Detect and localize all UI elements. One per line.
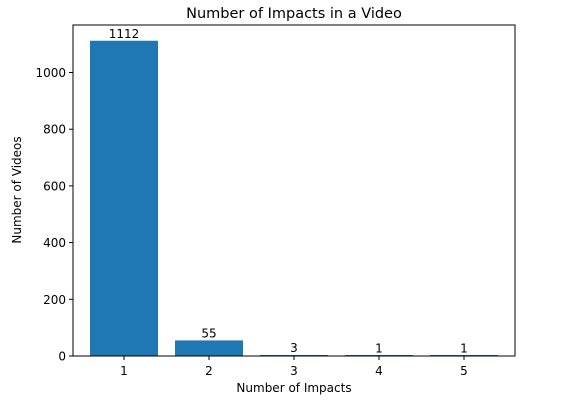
y-tick-label: 200: [43, 293, 66, 307]
y-tick-label: 1000: [35, 66, 66, 80]
x-tick-label: 4: [375, 364, 383, 378]
y-tick-label: 600: [43, 179, 66, 193]
bar-2: [175, 340, 243, 356]
x-tick-label: 5: [460, 364, 468, 378]
bar-value-label: 55: [201, 326, 216, 340]
y-axis-label: Number of Videos: [10, 136, 24, 243]
bar-1: [90, 40, 158, 357]
bars-group: [90, 40, 498, 357]
x-tick-label: 1: [120, 364, 128, 378]
bar-value-label: 3: [290, 341, 298, 355]
bar-value-label: 1112: [109, 27, 140, 41]
x-axis-ticks: 1 2 3 4 5: [120, 356, 468, 378]
bar-value-label: 1: [460, 342, 468, 356]
x-tick-label: 3: [290, 364, 298, 378]
y-tick-label: 800: [43, 123, 66, 137]
x-axis-label: Number of Impacts: [236, 381, 351, 395]
bar-value-label: 1: [375, 342, 383, 356]
y-axis-ticks: 0 200 400 600 800 1000: [35, 66, 73, 364]
chart-title: Number of Impacts in a Video: [186, 6, 402, 22]
y-tick-label: 400: [43, 236, 66, 250]
x-tick-label: 2: [205, 364, 213, 378]
bar-labels-group: 1112 55 3 1 1: [109, 27, 468, 356]
plot-frame: [72, 24, 516, 357]
y-tick-label: 0: [58, 350, 66, 364]
